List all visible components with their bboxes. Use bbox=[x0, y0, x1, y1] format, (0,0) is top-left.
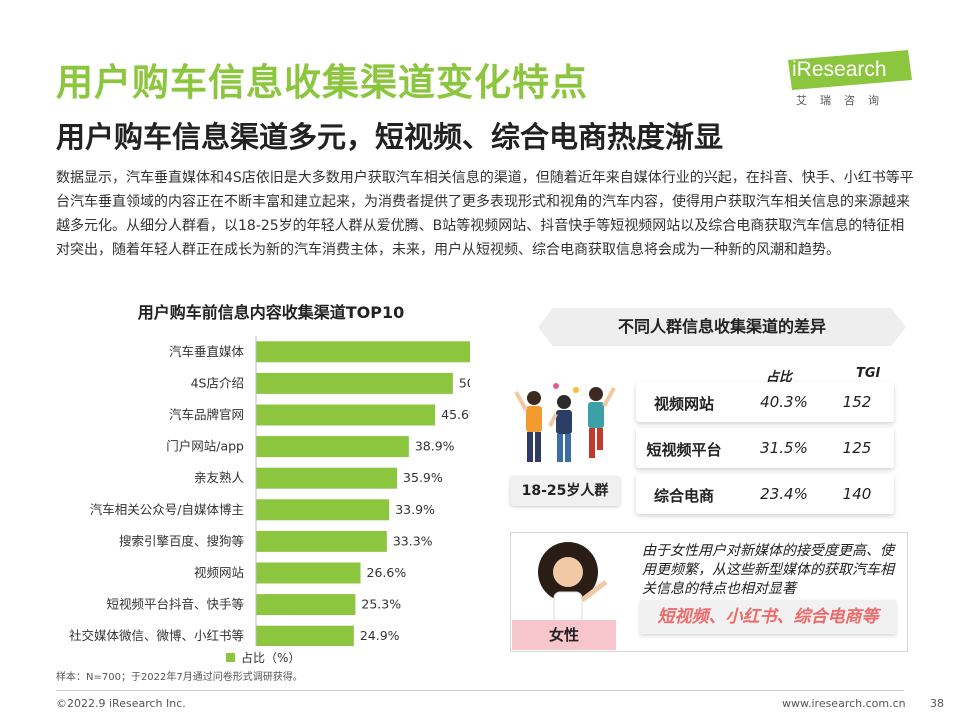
row-label: 视频网站 bbox=[653, 395, 714, 413]
row-share: 31.5% bbox=[760, 439, 808, 457]
page-number: 38 bbox=[930, 697, 944, 710]
young-people-illustration-icon bbox=[514, 383, 616, 462]
chart-title: 用户购车前信息内容收集渠道TOP10 bbox=[137, 303, 405, 322]
bar bbox=[256, 530, 387, 552]
footer-url[interactable]: www.iresearch.com.cn bbox=[782, 697, 906, 710]
row-tgi: 140 bbox=[842, 485, 872, 503]
value-label: 26.6% bbox=[367, 565, 407, 580]
row-tgi: 125 bbox=[842, 439, 872, 457]
category-label: 视频网站 bbox=[194, 565, 244, 580]
legend-label: 占比（%） bbox=[241, 651, 301, 665]
right-panel-title: 不同人群信息收集渠道的差异 bbox=[617, 317, 826, 336]
legend-swatch bbox=[226, 653, 235, 662]
sample-note: 样本：N=700；于2022年7月通过问卷形式调研获得。 bbox=[56, 672, 303, 683]
logo-subtext: 艾瑞咨询 bbox=[796, 94, 892, 107]
bar bbox=[256, 341, 470, 363]
woman-illustration-icon bbox=[538, 542, 608, 622]
category-label: 门户网站/app bbox=[166, 439, 244, 454]
row-tgi: 152 bbox=[842, 393, 872, 411]
row-label: 短视频平台 bbox=[646, 441, 722, 459]
row-share: 23.4% bbox=[760, 485, 808, 503]
footer-copyright: ©2022.9 iResearch Inc. bbox=[56, 697, 186, 710]
category-label: 汽车相关公众号/自媒体博主 bbox=[90, 502, 244, 517]
bar bbox=[256, 594, 356, 616]
value-label: 24.9% bbox=[360, 628, 400, 643]
female-highlight: 短视频、小红书、综合电商等 bbox=[640, 600, 896, 634]
body-paragraph: 数据显示，汽车垂直媒体和4S店依旧是大多数用户获取汽车相关信息的渠道，但随着近年… bbox=[56, 170, 914, 258]
row-label: 综合电商 bbox=[653, 487, 714, 505]
bar-chart: 汽车垂直媒体59.3%4S店介绍50.1%汽车品牌官网45.6%门户网站/app… bbox=[69, 336, 470, 646]
category-label: 亲友熟人 bbox=[194, 470, 245, 485]
value-label: 45.6% bbox=[441, 407, 470, 422]
age-group-label: 18-25岁人群 bbox=[510, 476, 620, 506]
right-title-banner bbox=[538, 308, 906, 346]
page-title: 用户购车信息收集渠道变化特点 bbox=[56, 61, 588, 104]
value-label: 25.3% bbox=[361, 597, 401, 612]
channel-row: 综合电商 23.4% 140 bbox=[636, 474, 894, 514]
page-subtitle: 用户购车信息渠道多元，短视频、综合电商热度渐显 bbox=[56, 120, 724, 154]
share-header: 占比 bbox=[766, 370, 793, 385]
iresearch-logo: iResearch 艾瑞咨询 bbox=[786, 50, 916, 110]
category-label: 短视频平台抖音、快手等 bbox=[106, 597, 244, 612]
row-share: 40.3% bbox=[760, 393, 808, 411]
value-label: 38.9% bbox=[415, 439, 455, 454]
value-label: 33.3% bbox=[393, 533, 433, 548]
logo-shape-icon bbox=[788, 50, 912, 90]
bar bbox=[256, 625, 354, 646]
footer-divider bbox=[56, 690, 904, 691]
value-label: 33.9% bbox=[395, 502, 435, 517]
category-label: 4S店介绍 bbox=[191, 375, 244, 390]
category-label: 汽车垂直媒体 bbox=[169, 344, 245, 359]
value-label: 35.9% bbox=[403, 470, 443, 485]
bar bbox=[256, 467, 398, 489]
value-label: 50.1% bbox=[459, 375, 470, 390]
bar bbox=[256, 404, 436, 426]
channel-row: 短视频平台 31.5% 125 bbox=[636, 428, 894, 468]
bar bbox=[256, 499, 390, 521]
channel-row: 视频网站 40.3% 152 bbox=[636, 382, 894, 422]
category-label: 汽车品牌官网 bbox=[169, 407, 244, 422]
chart-legend: 占比（%） bbox=[226, 649, 300, 666]
female-label: 女性 bbox=[512, 620, 616, 650]
logo-text: iResearch bbox=[792, 58, 887, 81]
category-label: 社交媒体微信、微博、小红书等 bbox=[69, 628, 244, 643]
bar bbox=[256, 372, 453, 394]
bar bbox=[256, 436, 409, 458]
category-label: 搜索引擎百度、搜狗等 bbox=[119, 533, 244, 548]
female-description: 由于女性用户对新媒体的接受度更高、使用更频繁，从这些新型媒体的获取汽车相关信息的… bbox=[642, 543, 894, 597]
tgi-header: TGI bbox=[856, 366, 881, 381]
bar bbox=[256, 562, 361, 584]
